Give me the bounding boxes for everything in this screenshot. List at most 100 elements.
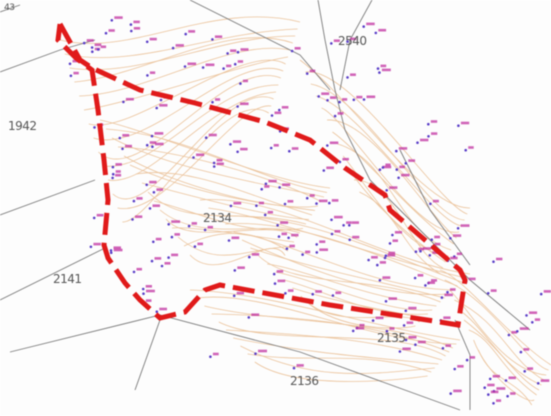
survey-point-icon	[132, 270, 136, 274]
elevation-tag-mark	[309, 194, 315, 197]
contour-line	[332, 131, 455, 245]
survey-point-icon	[430, 238, 434, 241]
survey-point-icon	[160, 264, 164, 268]
survey-point-icon	[378, 279, 382, 282]
survey-point-icon	[150, 134, 154, 138]
elevation-tag-mark	[146, 289, 155, 293]
survey-point-icon	[130, 29, 133, 33]
elevation-tag-mark	[443, 316, 451, 319]
survey-point-icon	[287, 236, 290, 240]
elevation-tag-mark	[237, 266, 245, 269]
survey-point-icon	[424, 284, 427, 287]
survey-point-icon	[416, 141, 419, 144]
elevation-tag-mark	[159, 104, 168, 107]
survey-point-icon	[362, 25, 366, 28]
survey-point-icon	[404, 338, 408, 342]
parcel-label-2141: 2141	[53, 272, 82, 286]
survey-point-icon	[348, 238, 352, 242]
contour-line	[199, 199, 471, 275]
survey-point-icon	[201, 66, 205, 69]
elevation-tag-mark	[460, 121, 470, 125]
survey-point-icon	[212, 165, 216, 168]
contour-line	[171, 227, 295, 243]
contour-line	[225, 329, 443, 361]
survey-point-icon	[151, 145, 154, 148]
parcel-label-2134: 2134	[203, 211, 232, 225]
survey-point-icon	[305, 196, 309, 200]
survey-point-icon	[193, 245, 197, 248]
elevation-tag-mark	[334, 230, 341, 233]
elevation-tag-mark	[334, 215, 343, 219]
elevation-tag-mark	[196, 153, 205, 157]
survey-point-icon	[536, 382, 540, 385]
elevation-tag-mark	[216, 158, 223, 162]
parcel-line	[0, 179, 96, 216]
survey-point-icon	[519, 350, 523, 354]
elevation-tag-mark	[519, 327, 529, 330]
contour-line	[112, 96, 274, 200]
contour-line	[107, 91, 277, 181]
survey-point-icon	[170, 235, 174, 239]
elevation-tag-mark	[154, 132, 164, 135]
contour-line	[454, 299, 544, 381]
parcel-line	[0, 39, 96, 73]
survey-point-icon	[488, 377, 492, 381]
survey-point-icon	[328, 201, 331, 205]
elevation-tag-mark	[423, 247, 431, 250]
elevation-tag-mark	[149, 180, 157, 184]
elevation-tag-mark	[319, 240, 326, 243]
elevation-tag-mark	[492, 374, 500, 378]
survey-point-icon	[111, 176, 114, 180]
elevation-tag-mark	[342, 157, 349, 161]
survey-point-icon	[427, 122, 430, 126]
elevation-tag-mark	[240, 147, 248, 151]
survey-point-icon	[449, 392, 453, 395]
contour-line	[225, 223, 458, 287]
survey-point-icon	[146, 74, 149, 77]
elevation-tag-mark	[402, 347, 411, 351]
elevation-tag-mark	[399, 165, 405, 169]
contour-line	[233, 337, 439, 365]
elevation-tag-mark	[251, 313, 260, 316]
survey-point-icon	[326, 144, 329, 147]
elevation-tag-mark	[73, 71, 79, 75]
elevation-tag-mark	[231, 236, 240, 240]
contour-line	[123, 155, 319, 208]
elevation-tag-mark	[114, 16, 123, 19]
survey-point-icon	[159, 98, 163, 102]
elevation-tag-mark	[434, 235, 440, 239]
elevation-tag-mark	[125, 144, 132, 148]
contour-line	[129, 164, 316, 211]
elevation-tag-mark	[115, 170, 121, 173]
survey-point-icon	[326, 99, 329, 102]
survey-point-icon	[315, 243, 319, 246]
survey-point-icon	[384, 300, 388, 303]
elevation-tag-mark	[212, 352, 219, 356]
elevation-tag-mark	[432, 199, 439, 203]
elevation-points	[68, 16, 551, 405]
contour-line	[283, 279, 429, 315]
contour-line	[135, 172, 313, 216]
elevation-tag-mark	[417, 340, 426, 344]
survey-point-icon	[348, 224, 351, 227]
elevation-tag-mark	[251, 253, 260, 256]
survey-point-icon	[352, 98, 356, 102]
elevation-tag-mark	[450, 256, 458, 260]
elevation-tag-mark	[155, 237, 162, 241]
survey-point-icon	[330, 232, 334, 236]
survey-point-icon	[292, 366, 296, 370]
elevation-tag-mark	[122, 134, 130, 137]
elevation-tag-mark	[309, 69, 316, 73]
contour-line	[359, 191, 441, 275]
elevation-tag-mark	[468, 277, 476, 281]
survey-point-icon	[523, 370, 526, 373]
survey-point-icon	[333, 114, 337, 118]
contour-line	[103, 84, 279, 167]
survey-point-icon	[278, 108, 281, 112]
elevation-tag-mark	[382, 165, 392, 169]
survey-point-icon	[184, 32, 187, 36]
survey-point-icon	[203, 228, 207, 232]
survey-point-icon	[464, 148, 468, 152]
survey-point-icon	[284, 292, 287, 295]
survey-point-icon	[492, 260, 495, 264]
